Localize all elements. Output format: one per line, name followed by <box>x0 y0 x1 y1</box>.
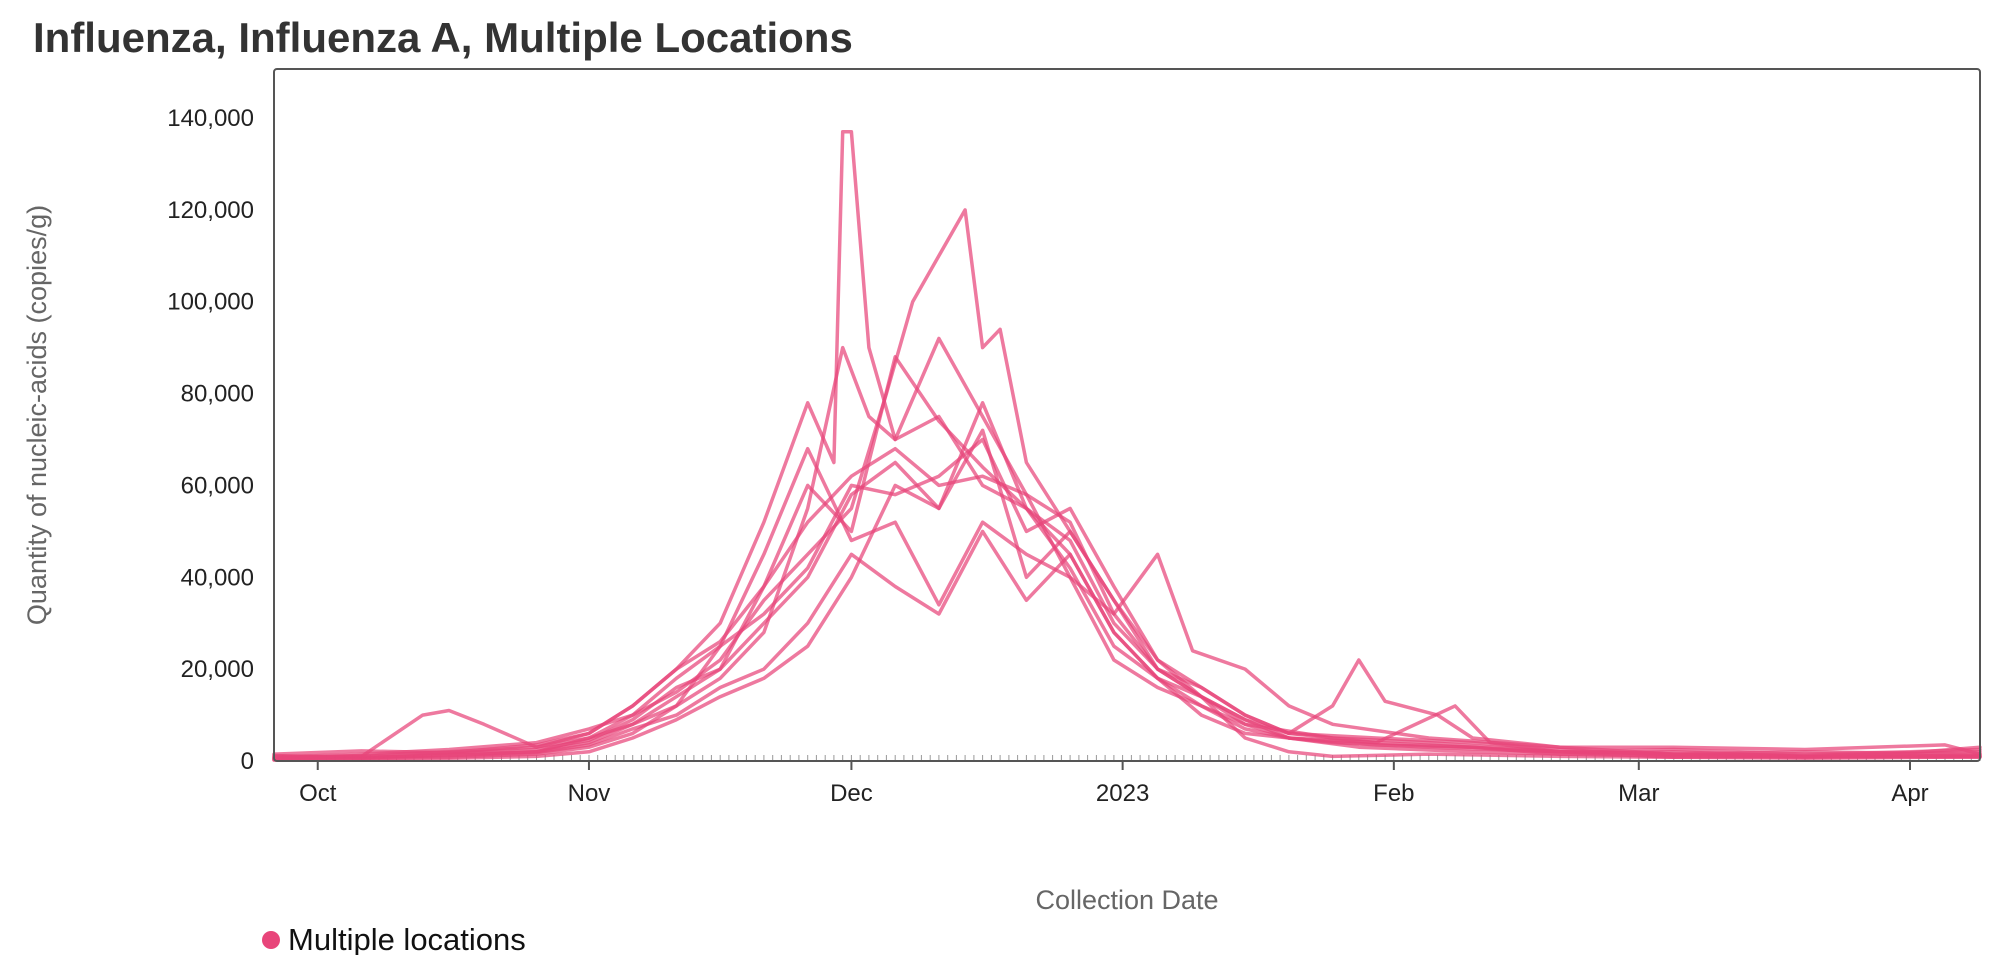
x-tick-label: Nov <box>568 780 611 807</box>
y-axis: 0 20,000 40,000 60,000 80,000 100,000 120,000 1… <box>167 105 254 775</box>
y-tick-label: 0 <box>241 748 254 775</box>
series-line <box>272 446 1982 762</box>
x-tick-label: Dec <box>830 780 873 807</box>
x-axis: Oct Nov Dec 2023 Feb Mar Apr <box>273 755 1981 807</box>
series-line <box>272 529 1982 761</box>
series-line <box>272 446 1982 760</box>
x-axis-title: Collection Date <box>1035 885 1218 915</box>
y-tick-label: 100,000 <box>167 289 254 316</box>
legend: Multiple locations <box>262 922 526 955</box>
legend-swatch <box>262 931 280 949</box>
y-tick-label: 40,000 <box>181 564 254 591</box>
y-axis-title: Quantity of nucleic-acids (copies/g) <box>22 205 52 625</box>
x-tick-label: 2023 <box>1096 780 1149 807</box>
chart-title: Influenza, Influenza A, Multiple Locatio… <box>33 14 853 61</box>
legend-label: Multiple locations <box>288 922 526 955</box>
series-line <box>272 336 1982 759</box>
y-tick-label: 120,000 <box>167 197 254 224</box>
series-line <box>272 355 1982 761</box>
series-line <box>272 208 1982 760</box>
series-line <box>272 437 1982 760</box>
series-line <box>272 401 1982 762</box>
x-tick-label: Oct <box>299 780 337 807</box>
series-line <box>272 130 1982 756</box>
x-tick-label: Apr <box>1891 780 1928 807</box>
x-tick-label: Feb <box>1373 780 1414 807</box>
series-line <box>272 428 1982 760</box>
x-tick-label: Mar <box>1618 780 1659 807</box>
y-tick-label: 60,000 <box>181 472 254 499</box>
plot-frame <box>273 68 1981 762</box>
y-tick-label: 80,000 <box>181 381 254 408</box>
y-tick-label: 20,000 <box>181 656 254 683</box>
y-tick-label: 140,000 <box>167 105 254 132</box>
series-lines <box>272 130 1982 762</box>
